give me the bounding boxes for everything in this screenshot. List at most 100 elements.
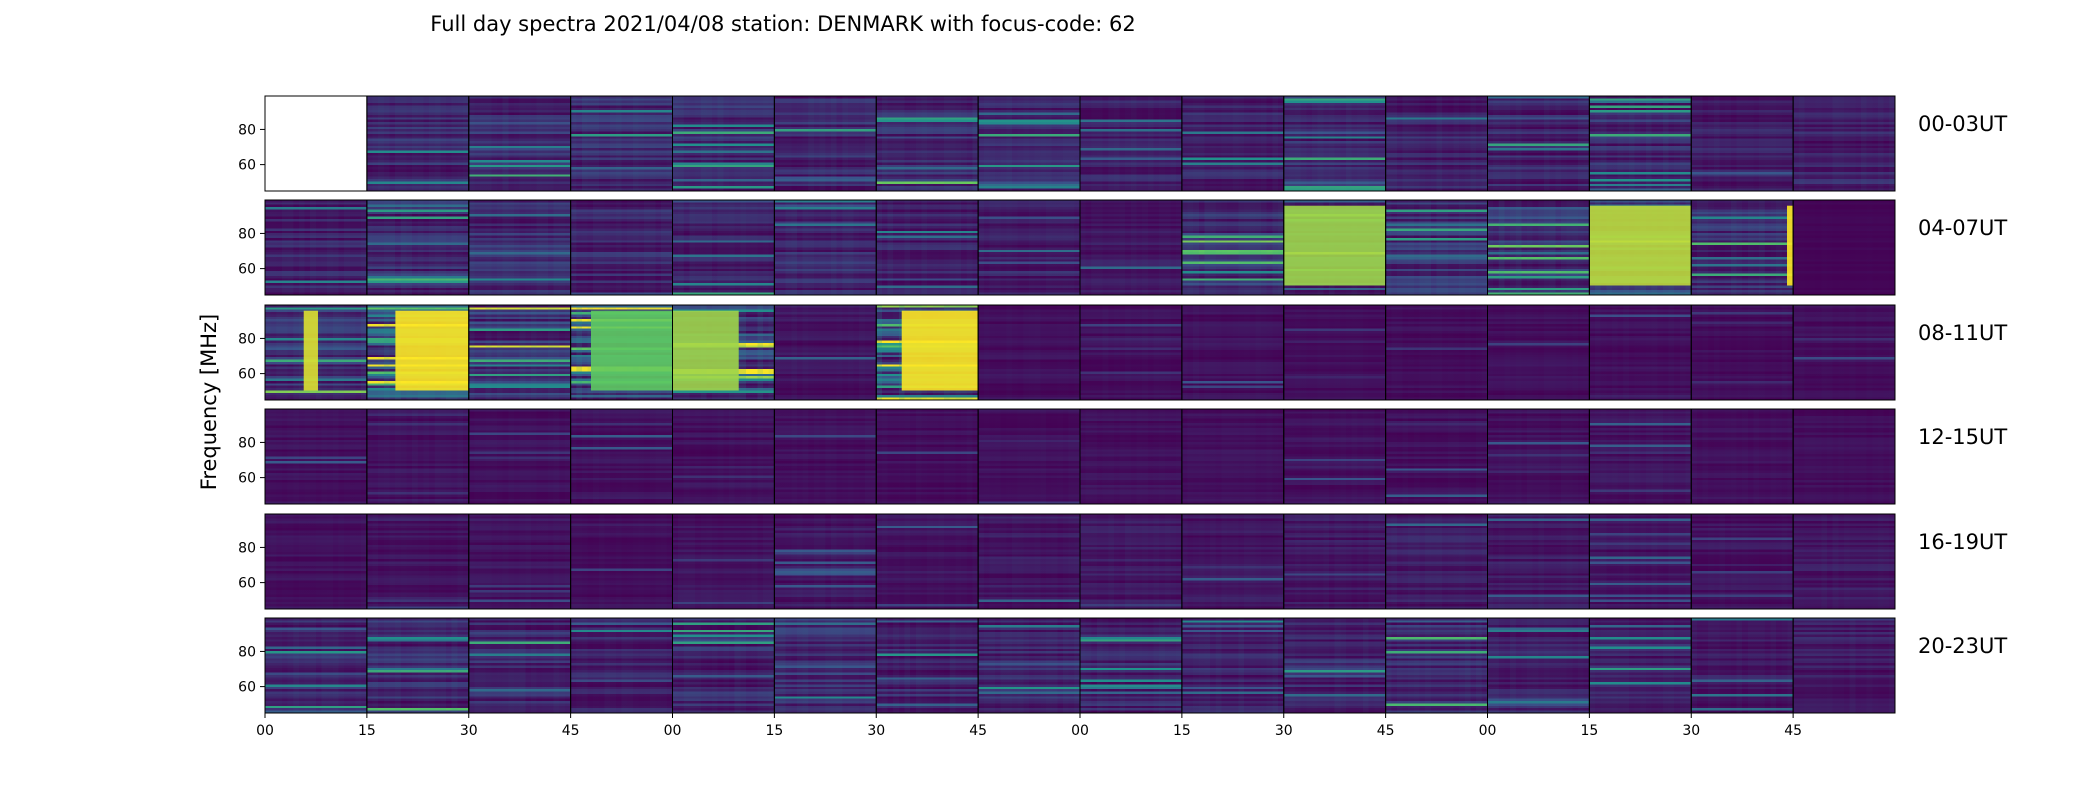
x-tick-label: 00 — [664, 723, 682, 739]
spectrum-panel — [366, 200, 469, 295]
spectrum-texture — [672, 200, 775, 295]
burst-event — [1787, 205, 1794, 286]
panel-frame — [1792, 513, 1896, 610]
burst-event — [395, 310, 469, 391]
spectrum-texture — [366, 96, 469, 191]
x-tick-label: 00 — [1071, 723, 1089, 739]
spectrum-texture — [672, 514, 775, 609]
spectrum-panel — [366, 409, 469, 504]
spectrum-texture — [468, 514, 571, 609]
spectrum-texture — [1283, 618, 1386, 713]
spectrum-texture — [1589, 96, 1692, 191]
spectrum-texture — [265, 200, 367, 295]
spectrum-panel — [774, 409, 877, 504]
spectrum-panel — [1487, 409, 1590, 504]
spectrum-texture — [1793, 200, 1895, 295]
spectrum-texture — [876, 96, 979, 191]
spectrum-texture — [774, 305, 877, 400]
spectrum-panel — [876, 200, 979, 295]
spectrum-texture — [468, 200, 571, 295]
panel-frame — [1792, 304, 1896, 401]
x-tick-label: 00 — [256, 723, 274, 739]
spectrum-texture — [876, 409, 979, 504]
spectra-row-20-23ut — [264, 617, 1896, 714]
spectrum-panel — [1793, 305, 1895, 400]
spectrum-texture — [1080, 409, 1182, 504]
spectrum-texture — [1793, 514, 1895, 609]
spectrum-panel — [1793, 618, 1895, 713]
spectrum-texture — [366, 200, 469, 295]
spectrum-panel — [1385, 305, 1488, 400]
spectrum-panel — [774, 514, 877, 609]
spectrum-panel — [1691, 305, 1794, 400]
spectrum-texture — [978, 200, 1080, 295]
spectrum-panel — [1283, 305, 1386, 400]
spectrum-panel — [876, 514, 979, 609]
spectrum-panel — [978, 618, 1080, 713]
spectrum-texture — [1487, 200, 1590, 295]
y-tick-label: 60 — [238, 680, 256, 696]
spectrum-texture — [1691, 305, 1794, 400]
spectrum-panel — [1283, 618, 1386, 713]
spectrum-panel — [672, 514, 775, 609]
spectrum-panel — [1487, 618, 1590, 713]
spectrum-texture — [1385, 618, 1488, 713]
spectrum-panel — [1080, 409, 1182, 504]
spectrum-panel — [1181, 200, 1284, 295]
spectra-row-08-11ut — [264, 304, 1896, 401]
spectrum-panel — [1080, 305, 1182, 400]
spectrum-texture — [265, 618, 367, 713]
spectrum-texture — [1691, 409, 1794, 504]
spectrum-panel — [978, 96, 1080, 191]
spectrum-texture — [1385, 200, 1488, 295]
spectrum-panel — [1487, 514, 1590, 609]
spectrum-texture — [1181, 514, 1284, 609]
spectrum-texture — [468, 96, 571, 191]
spectrum-panel — [1793, 514, 1895, 609]
spectrum-texture — [1589, 514, 1692, 609]
spectrum-panel — [1793, 96, 1895, 191]
y-tick-label: 80 — [238, 435, 256, 451]
y-tick-label: 80 — [238, 644, 256, 660]
spectrum-panel — [672, 96, 775, 191]
burst-event — [672, 310, 739, 391]
spectrum-texture — [1181, 409, 1284, 504]
spectrum-texture — [978, 96, 1080, 191]
spectrum-texture — [1691, 514, 1794, 609]
row-label: 04-07UT — [1918, 216, 2007, 240]
chart-title: Full day spectra 2021/04/08 station: DEN… — [430, 12, 1135, 36]
burst-event — [303, 310, 318, 391]
spectrum-texture — [1385, 305, 1488, 400]
spectrum-panel — [265, 618, 367, 713]
labels-layer: 80 60 00-03UT 80 60 04-07UT 80 60 08-11UT 80 60 12-… — [238, 112, 2007, 739]
spectrum-texture — [1283, 514, 1386, 609]
x-tick-label: 45 — [1377, 723, 1395, 739]
spectrum-texture — [1080, 200, 1182, 295]
spectrum-texture — [1691, 200, 1794, 295]
spectrum-texture — [1589, 618, 1692, 713]
spectrum-panel — [1080, 514, 1182, 609]
x-tick-label: 15 — [1580, 723, 1598, 739]
spectrum-texture — [672, 409, 775, 504]
spectrum-panel — [978, 200, 1080, 295]
spectrum-panel — [366, 96, 469, 191]
spectrum-panel — [1589, 618, 1692, 713]
spectrum-texture — [774, 96, 877, 191]
x-tick-label: 30 — [1682, 723, 1700, 739]
spectrum-texture — [774, 200, 877, 295]
spectrum-texture — [1080, 96, 1182, 191]
spectrum-panel — [468, 96, 571, 191]
spectrum-panel — [1691, 618, 1794, 713]
spectrum-panel — [978, 305, 1080, 400]
spectrum-panel — [1181, 409, 1284, 504]
spectrum-panel — [1487, 305, 1590, 400]
spectrum-panel — [672, 200, 775, 295]
burst-event — [901, 310, 979, 391]
spectra-row-12-15ut — [264, 408, 1896, 505]
spectrum-panel — [876, 96, 979, 191]
spectrum-texture — [1080, 618, 1182, 713]
spectrum-panel — [570, 514, 673, 609]
x-tick-label: 30 — [1275, 723, 1293, 739]
spectra-row-04-07ut — [264, 199, 1896, 296]
